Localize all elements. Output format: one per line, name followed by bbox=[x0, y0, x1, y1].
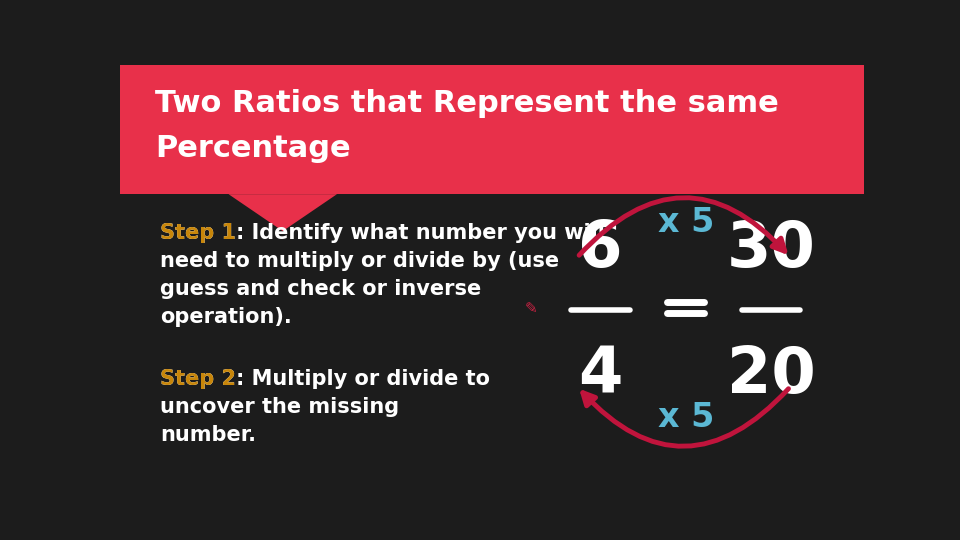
Text: x 5: x 5 bbox=[658, 401, 714, 434]
Text: Two Ratios that Represent the same: Two Ratios that Represent the same bbox=[155, 90, 779, 118]
Text: Step 2: Step 2 bbox=[160, 369, 236, 389]
Text: 6: 6 bbox=[578, 218, 623, 280]
Text: Percentage: Percentage bbox=[155, 134, 350, 163]
FancyBboxPatch shape bbox=[120, 65, 864, 194]
Text: ✎: ✎ bbox=[524, 301, 538, 315]
FancyArrowPatch shape bbox=[579, 198, 785, 255]
Polygon shape bbox=[228, 194, 337, 231]
Text: 4: 4 bbox=[578, 345, 623, 406]
Text: Step 1: Step 1 bbox=[160, 222, 236, 242]
Text: Step 1: Identify what number you will
need to multiply or divide by (use
guess a: Step 1: Identify what number you will ne… bbox=[160, 222, 605, 327]
FancyArrowPatch shape bbox=[583, 389, 788, 446]
Text: 30: 30 bbox=[727, 218, 815, 280]
Text: 20: 20 bbox=[727, 345, 815, 406]
Text: x 5: x 5 bbox=[658, 206, 714, 239]
Text: Step 2: Multiply or divide to
uncover the missing
number.: Step 2: Multiply or divide to uncover th… bbox=[160, 369, 491, 445]
